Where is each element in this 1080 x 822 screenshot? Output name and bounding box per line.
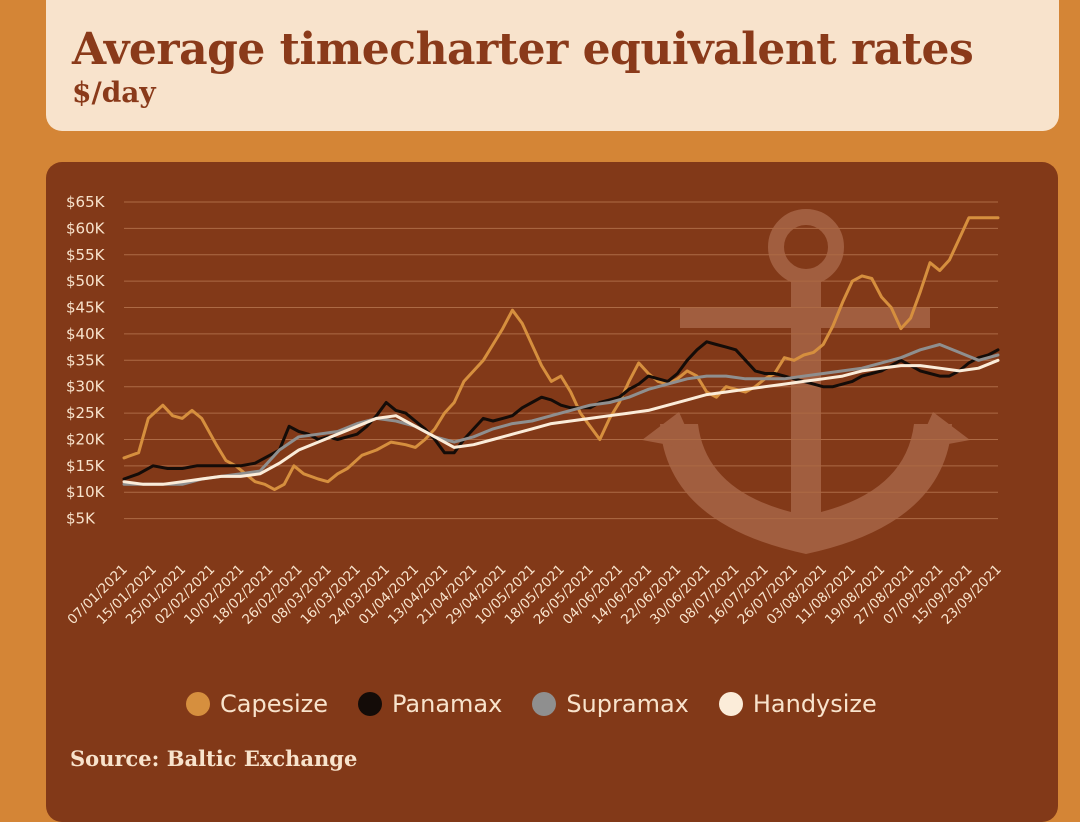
y-tick-label: $35K: [66, 351, 106, 369]
y-tick-label: $65K: [66, 193, 106, 211]
page-title: Average timecharter equivalent rates: [72, 24, 974, 75]
legend-item-handysize: Handysize: [718, 690, 877, 718]
legend-dot-supramax: [532, 692, 557, 716]
legend-dot-panamax: [358, 692, 382, 716]
page-subtitle: $/day: [72, 76, 156, 109]
anchor-icon: [642, 209, 970, 554]
y-tick-label: $10K: [66, 483, 106, 501]
legend-dot-capesize: [186, 692, 210, 716]
chart-card: $5K $10K $15K $20K $25K $30K $35K $40K $45K $50K $…: [46, 162, 1058, 822]
legend-label-panamax: Panamax: [392, 690, 503, 718]
y-tick-label: $55K: [66, 246, 106, 264]
legend-label-handysize: Handysize: [752, 690, 877, 718]
series-line-supramax: [122, 343, 1000, 486]
y-tick-label: $50K: [66, 272, 106, 290]
legend-dot-handysize: [718, 692, 743, 716]
legend-item-panamax: Panamax: [358, 690, 502, 718]
y-tick-label: $20K: [66, 430, 106, 448]
series-line-panamax: [122, 340, 1000, 481]
legend-item-capesize: Capesize: [186, 690, 328, 718]
y-tick-label: $40K: [66, 325, 106, 343]
source-note: Source: Baltic Exchange: [70, 746, 358, 771]
title-card: Average timecharter equivalent rates $/d…: [46, 0, 1059, 131]
y-tick-label: $25K: [66, 404, 106, 422]
legend-label-supramax: Supramax: [566, 690, 689, 718]
y-tick-label: $15K: [66, 457, 106, 475]
y-tick-label: $30K: [66, 378, 106, 396]
legend-item-supramax: Supramax: [532, 690, 689, 718]
line-chart: $5K $10K $15K $20K $25K $30K $35K $40K $45K $50K $…: [64, 193, 1004, 628]
y-tick-label: $5K: [66, 510, 96, 528]
series-line-capesize: [122, 216, 1000, 492]
y-tick-label: $60K: [66, 219, 106, 237]
chart-legend: Capesize Panamax Supramax Handysize: [186, 690, 877, 718]
series-line-handysize: [122, 358, 1000, 486]
legend-label-capesize: Capesize: [220, 690, 328, 718]
y-tick-label: $45K: [66, 299, 106, 317]
